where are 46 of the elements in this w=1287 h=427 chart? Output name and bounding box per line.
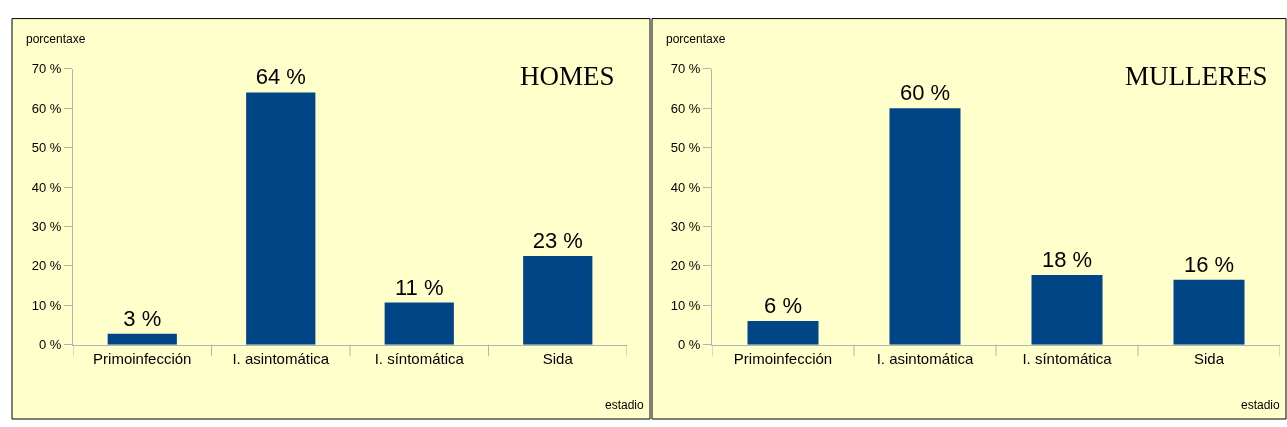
x-tick-label: I. síntomática	[374, 349, 465, 367]
bar	[246, 92, 316, 345]
bar	[384, 302, 454, 345]
x-axis-title: estadio	[605, 398, 645, 412]
y-tick-label: 70 %	[31, 61, 62, 77]
bar	[1173, 279, 1245, 345]
y-axis-title: porcentaxe	[666, 32, 726, 46]
x-tick-label: Primoinfección	[93, 349, 192, 367]
y-tick-label: 40 %	[670, 179, 701, 195]
y-tick-label: 10 %	[31, 297, 62, 313]
y-tick-label: 30 %	[670, 218, 701, 234]
data-label: 23 %	[532, 228, 583, 253]
bar	[523, 256, 593, 345]
y-tick-label: 20 %	[31, 258, 62, 274]
y-tick-label: 70 %	[670, 61, 701, 77]
data-label: 18 %	[1041, 246, 1093, 272]
x-tick-label: I. síntomática	[1022, 349, 1113, 367]
y-tick-label: 50 %	[31, 140, 62, 156]
y-tick-label: 30 %	[31, 218, 62, 234]
y-tick-label: 60 %	[670, 100, 701, 116]
bar	[107, 333, 177, 345]
y-tick-label: 20 %	[670, 258, 701, 274]
data-label: 11 %	[395, 274, 444, 300]
y-tick-label: 40 %	[31, 179, 62, 195]
y-tick-label: 60 %	[31, 100, 62, 116]
x-tick-label: Sida	[1193, 349, 1225, 367]
data-label: 16 %	[1183, 251, 1235, 277]
y-tick-label: 10 %	[670, 297, 701, 313]
y-axis-title: porcentaxe	[26, 32, 86, 46]
bar	[889, 108, 961, 345]
x-tick-label: I. asintomática	[876, 349, 975, 367]
x-tick-label: Primoinfección	[733, 349, 833, 367]
chart-title: MULLERES	[1125, 61, 1268, 91]
data-label: 3 %	[123, 305, 162, 331]
data-label: 6 %	[764, 293, 802, 319]
y-tick-label: 0 %	[677, 337, 701, 353]
data-label: 60 %	[899, 80, 951, 106]
bar	[747, 321, 819, 345]
chart-title: HOMES	[520, 61, 615, 91]
data-label: 64 %	[255, 64, 306, 90]
x-tick-label: Sida	[542, 349, 574, 367]
y-tick-label: 0 %	[38, 337, 62, 353]
x-axis-title: estadio	[1241, 398, 1281, 412]
bar	[1031, 274, 1103, 345]
y-tick-label: 50 %	[670, 140, 701, 156]
x-tick-label: I. asintomática	[232, 349, 330, 367]
